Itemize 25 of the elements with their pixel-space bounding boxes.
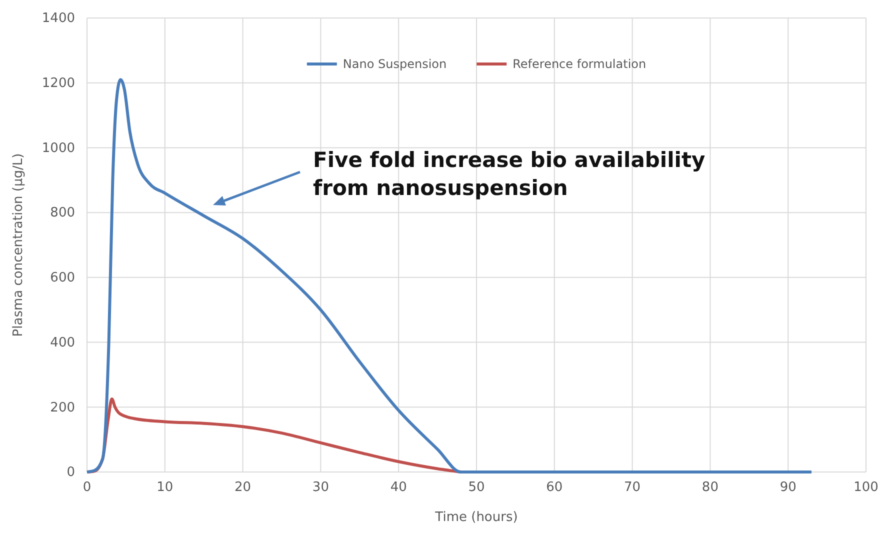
x-tick-label: 100 [854,480,878,496]
x-tick-label: 90 [780,480,796,496]
y-tick-label: 1400 [42,11,75,26]
y-axis-title: Plasma concentration (µg/L) [11,153,26,337]
x-tick-label: 30 [312,480,329,496]
x-tick-label: 80 [702,480,718,496]
x-tick-label: 0 [82,480,92,496]
x-tick-label: 60 [546,480,563,496]
x-tick-label: 40 [390,480,407,496]
legend-label: Reference formulation [512,57,646,71]
line-series [86,78,813,474]
y-tick-label: 1000 [42,140,75,156]
y-tick-label: 800 [50,206,75,221]
legend-label: Nano Suspension [342,57,447,71]
x-axis-title: Time (hours) [434,510,518,525]
x-tick-label: 50 [468,480,485,496]
y-tick-label: 1200 [42,76,75,92]
y-tick-label: 200 [50,400,75,416]
x-tick-label: 20 [234,480,252,496]
y-tick-label: 400 [50,335,75,350]
y-tick-label: 0 [66,465,75,480]
annotation: Five fold increase bio availability from nanosuspension [313,148,706,200]
x-tick-label: 70 [624,480,641,496]
x-tick-label: 10 [156,480,174,496]
y-tick-label: 600 [50,270,75,286]
